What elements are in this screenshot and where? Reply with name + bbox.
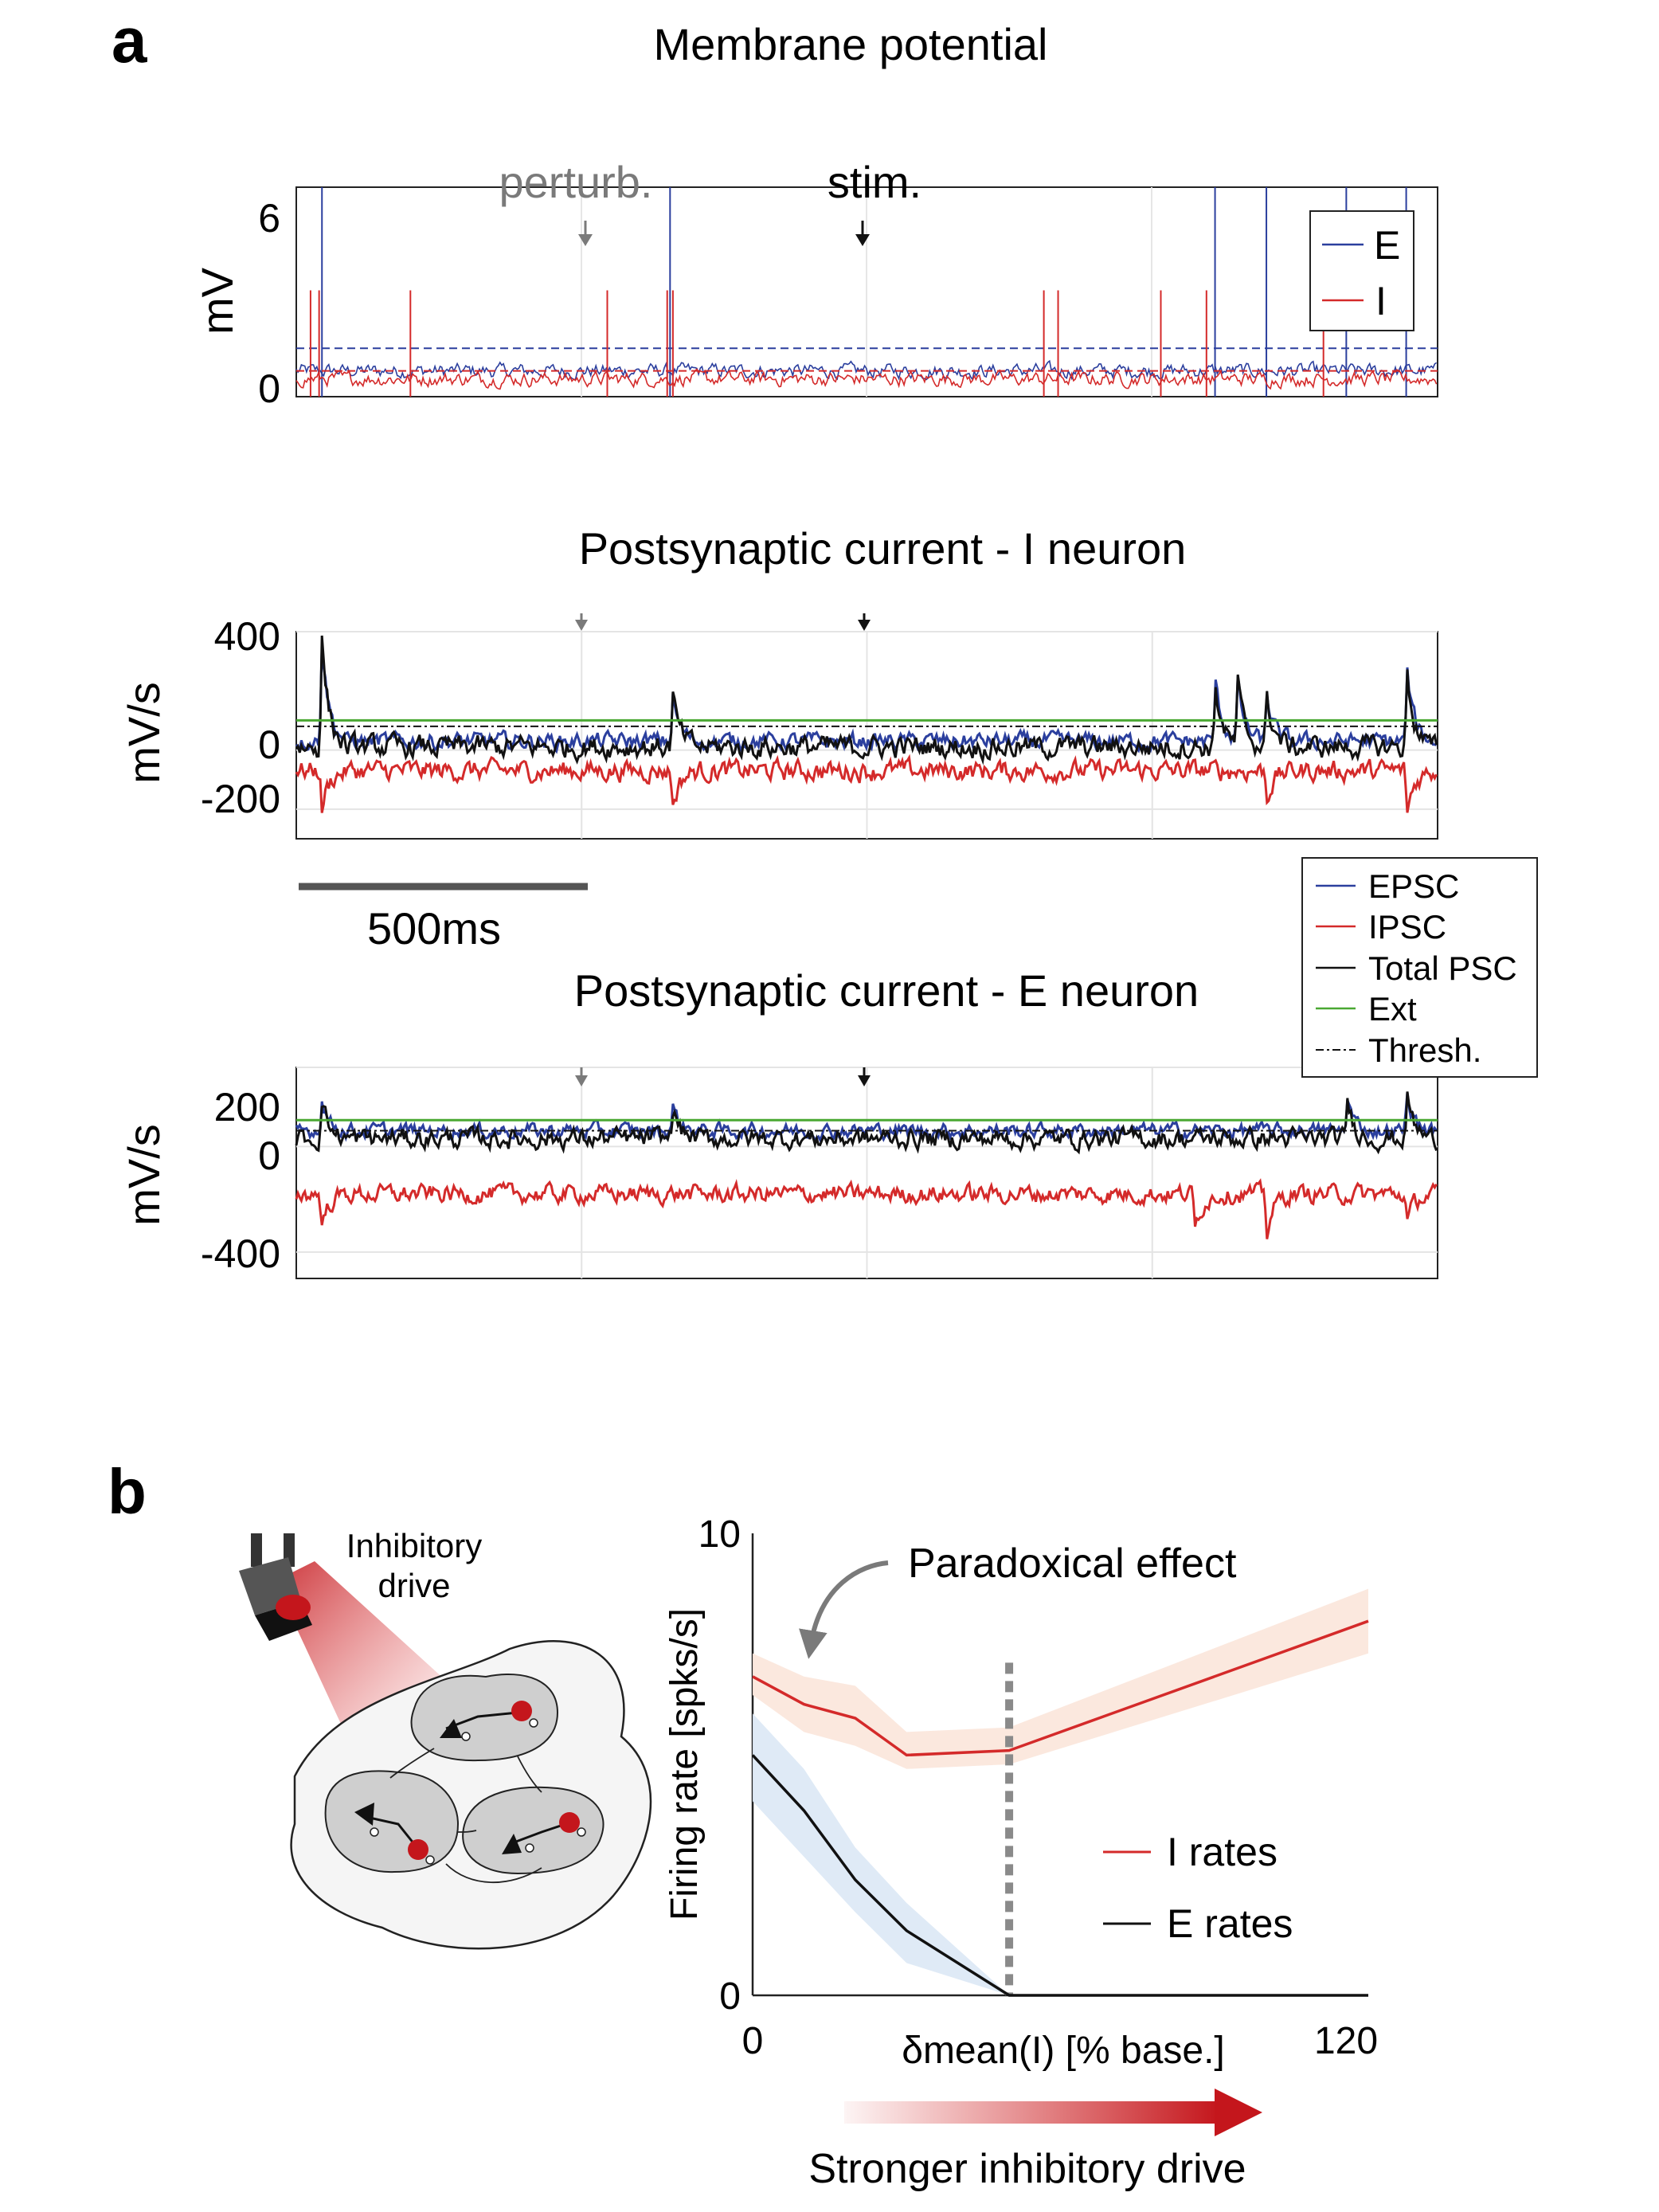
- membrane-trace-e: [295, 359, 1438, 382]
- psc-e-ytick-neg400: -400: [201, 1231, 280, 1276]
- drive-label-line1: Inhibitory: [346, 1527, 482, 1564]
- membrane-trace-i: [295, 368, 1438, 390]
- panel-b-letter: b: [108, 1456, 147, 1527]
- psc-i-ylabel: mV/s: [119, 682, 169, 784]
- perturb-label: perturb.: [499, 157, 653, 207]
- psc-e-grid: [296, 1067, 1438, 1278]
- paradoxical-arrow: [799, 1560, 889, 1659]
- membrane-legend: E I: [1309, 210, 1414, 331]
- psc-e-total-trace: [295, 1091, 1438, 1155]
- psc-e-ytick-0: 0: [258, 1133, 280, 1178]
- stim-label: stim.: [828, 157, 921, 207]
- rates-line-e: [751, 1754, 1368, 1997]
- perturb-arrow: [578, 221, 593, 246]
- psc-e-title: Postsynaptic current - E neuron: [574, 965, 1199, 1016]
- psc-e-epsc-trace: [295, 1092, 1438, 1144]
- psc-legend: EPSC IPSC Total PSC Ext Thresh.: [1301, 857, 1538, 1078]
- psc-e-neuron-chart: Postsynaptic current - E neuron 200 0 -4…: [119, 965, 1438, 1279]
- rates-xtick-0: 0: [742, 2020, 764, 2062]
- membrane-title: Membrane potential: [654, 19, 1048, 69]
- membrane-ytick-6: 6: [258, 196, 280, 241]
- psc-i-ytick-400: 400: [214, 614, 280, 659]
- membrane-ylabel: mV: [192, 267, 242, 335]
- scalebar-label: 500ms: [367, 903, 501, 953]
- legend-e-label: E: [1374, 223, 1400, 268]
- psc-i-perturb-arrow: [575, 613, 588, 631]
- cluster-right: [462, 1786, 605, 1875]
- stronger-drive-arrow: Stronger inhibitory drive: [808, 2089, 1262, 2192]
- stim-arrow: [855, 221, 870, 246]
- psc-e-ytick-200: 200: [214, 1085, 280, 1129]
- rates-band-e: [753, 1713, 1368, 1995]
- psc-i-ytick-0: 0: [258, 722, 280, 767]
- psc-i-ipsc-trace: [295, 754, 1438, 813]
- cluster-top: [410, 1674, 559, 1762]
- psc-i-neuron-chart: Postsynaptic current - I neuron 400 0 -2…: [119, 523, 1438, 953]
- rates-ylabel: Firing rate [spks/s]: [663, 1608, 706, 1920]
- membrane-legend-box: [1309, 210, 1414, 331]
- cluster-left-neurons: [354, 1803, 435, 1865]
- drive-arrow-shaft: [844, 2101, 1219, 2124]
- panel-a-letter: a: [112, 5, 147, 76]
- legend-total-label: Total PSC: [1368, 949, 1517, 987]
- legend-i-label: I: [1375, 279, 1387, 323]
- rates-ytick-0: 0: [719, 1975, 741, 2018]
- psc-i-traces: [295, 635, 1438, 813]
- rates-line-i: [752, 1619, 1369, 1757]
- psc-e-stim-arrow: [858, 1067, 871, 1086]
- rates-ytick-10: 10: [698, 1513, 741, 1556]
- cluster-top-neurons: [440, 1701, 538, 1741]
- psc-e-traces: [295, 1091, 1438, 1239]
- drive-arrow-head: [1215, 2089, 1262, 2136]
- psc-e-perturb-arrow: [575, 1067, 588, 1086]
- psc-i-ytick-neg200: -200: [201, 777, 280, 821]
- firing-rate-chart: 10 0 0 120 δmean(I) [% base.] Firing rat…: [663, 1513, 1378, 2072]
- psc-i-stim-arrow: [858, 613, 871, 631]
- rates-band-i: [753, 1588, 1368, 1769]
- cluster-right-neurons: [502, 1812, 586, 1854]
- psc-i-title: Postsynaptic current - I neuron: [579, 523, 1187, 574]
- membrane-ytick-0: 0: [258, 366, 280, 411]
- drive-label-line2: drive: [378, 1567, 450, 1604]
- light-source-icon: [239, 1533, 312, 1641]
- paradoxical-label: Paradoxical effect: [908, 1541, 1237, 1587]
- cluster-links: [389, 1748, 542, 1884]
- psc-i-total-trace: [295, 635, 1438, 765]
- rates-xlabel: δmean(I) [% base.]: [902, 2030, 1225, 2072]
- legend-i-rates-label: I rates: [1167, 1830, 1278, 1874]
- legend-e-rates-label: E rates: [1167, 1901, 1293, 1946]
- legend-thresh-label: Thresh.: [1368, 1032, 1481, 1069]
- legend-ext-label: Ext: [1368, 990, 1417, 1028]
- legend-epsc-label: EPSC: [1368, 867, 1459, 905]
- membrane-potential-chart: Membrane potential 6 0 mV perturb. stim.…: [192, 19, 1438, 411]
- rates-xtick-120: 120: [1314, 2020, 1378, 2062]
- legend-ipsc-label: IPSC: [1368, 908, 1446, 945]
- rates-series-group: [751, 1588, 1369, 1997]
- psc-e-ylabel: mV/s: [119, 1124, 169, 1226]
- psc-e-ipsc-trace: [295, 1178, 1438, 1239]
- drive-arrow-label: Stronger inhibitory drive: [808, 2146, 1246, 2192]
- network-schematic: Inhibitory drive: [239, 1527, 652, 1950]
